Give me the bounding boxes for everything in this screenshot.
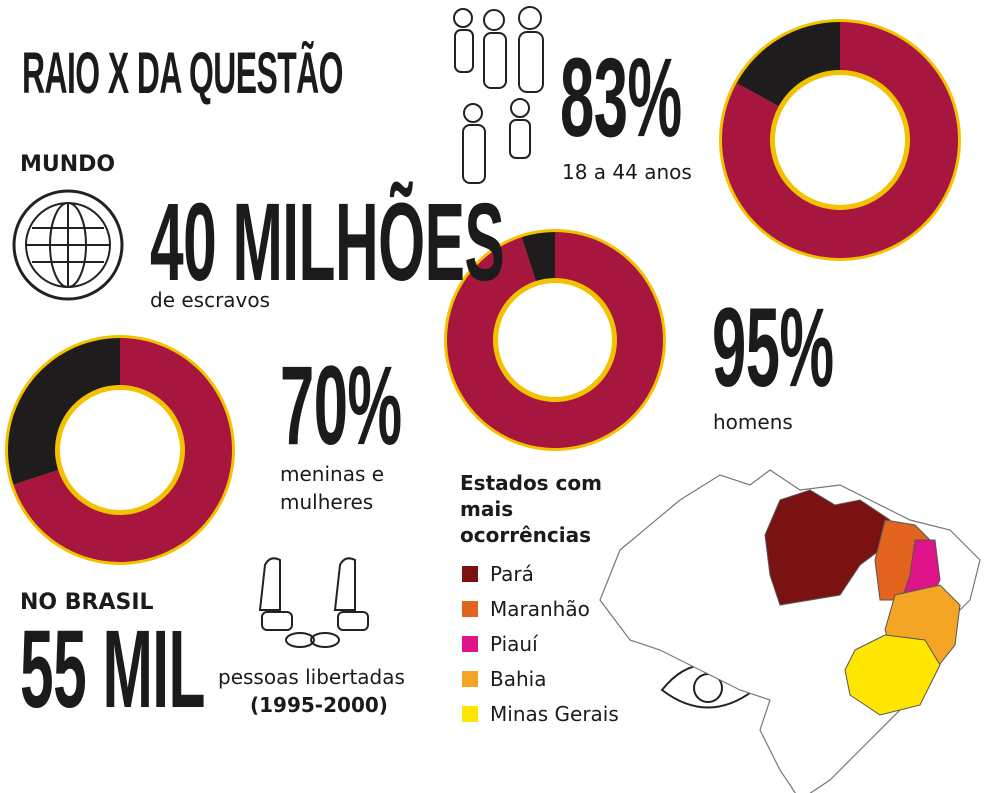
globe-icon [12, 189, 124, 301]
donut-value-label: 70% [280, 343, 402, 468]
legend-label: Bahia [490, 667, 547, 691]
legend-swatch [462, 636, 478, 652]
donut-rest [736, 22, 840, 107]
donut-value-label: 95% [712, 285, 834, 410]
donut-segment [721, 22, 959, 258]
donut-caption: homens [713, 410, 793, 434]
donut-caption: meninas e mulheres [280, 462, 385, 514]
donut-hole [494, 279, 616, 401]
freed-hands-icon [258, 557, 369, 648]
legend-label: Piauí [490, 632, 538, 656]
world-heading: MUNDO [20, 152, 116, 177]
donut-caption: 18 a 44 anos [562, 160, 692, 184]
people-icon [453, 6, 544, 184]
legend-label: Pará [490, 562, 534, 586]
brazil-amount: 55 MIL [20, 608, 206, 731]
donut-hole [771, 71, 909, 209]
donut-rest [8, 338, 120, 485]
legend-swatch [462, 706, 478, 722]
world-amount: 40 MILHÕES [150, 181, 505, 304]
legend-swatch [462, 601, 478, 617]
donut-segment [13, 338, 232, 562]
world-caption: de escravos [150, 288, 271, 312]
donut-rest [521, 232, 555, 282]
legend-swatch [462, 671, 478, 687]
brazil-heading: NO BRASIL [20, 590, 154, 615]
map-state [764, 489, 891, 606]
brazil-period: (1995-2000) [250, 693, 388, 717]
donut-hole [56, 386, 184, 514]
donut-segment [447, 232, 663, 448]
legend-label: Maranhão [490, 597, 590, 621]
map-state [844, 634, 941, 716]
brazil-caption: pessoas libertadas [218, 665, 405, 689]
legend-swatch [462, 566, 478, 582]
legend-heading: Estados com mais ocorrências [460, 471, 602, 547]
donut-value-label: 83% [560, 35, 682, 160]
legend-label: Minas Gerais [490, 702, 619, 726]
title: RAIO X DA QUESTÃO [22, 41, 343, 106]
map-states [764, 489, 961, 716]
